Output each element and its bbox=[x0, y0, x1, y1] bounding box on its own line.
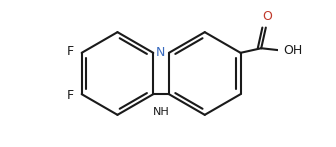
Text: NH: NH bbox=[153, 107, 169, 117]
Text: F: F bbox=[67, 89, 74, 102]
Text: OH: OH bbox=[283, 44, 302, 57]
Text: F: F bbox=[67, 45, 74, 58]
Text: O: O bbox=[262, 10, 272, 23]
Text: N: N bbox=[156, 46, 165, 59]
